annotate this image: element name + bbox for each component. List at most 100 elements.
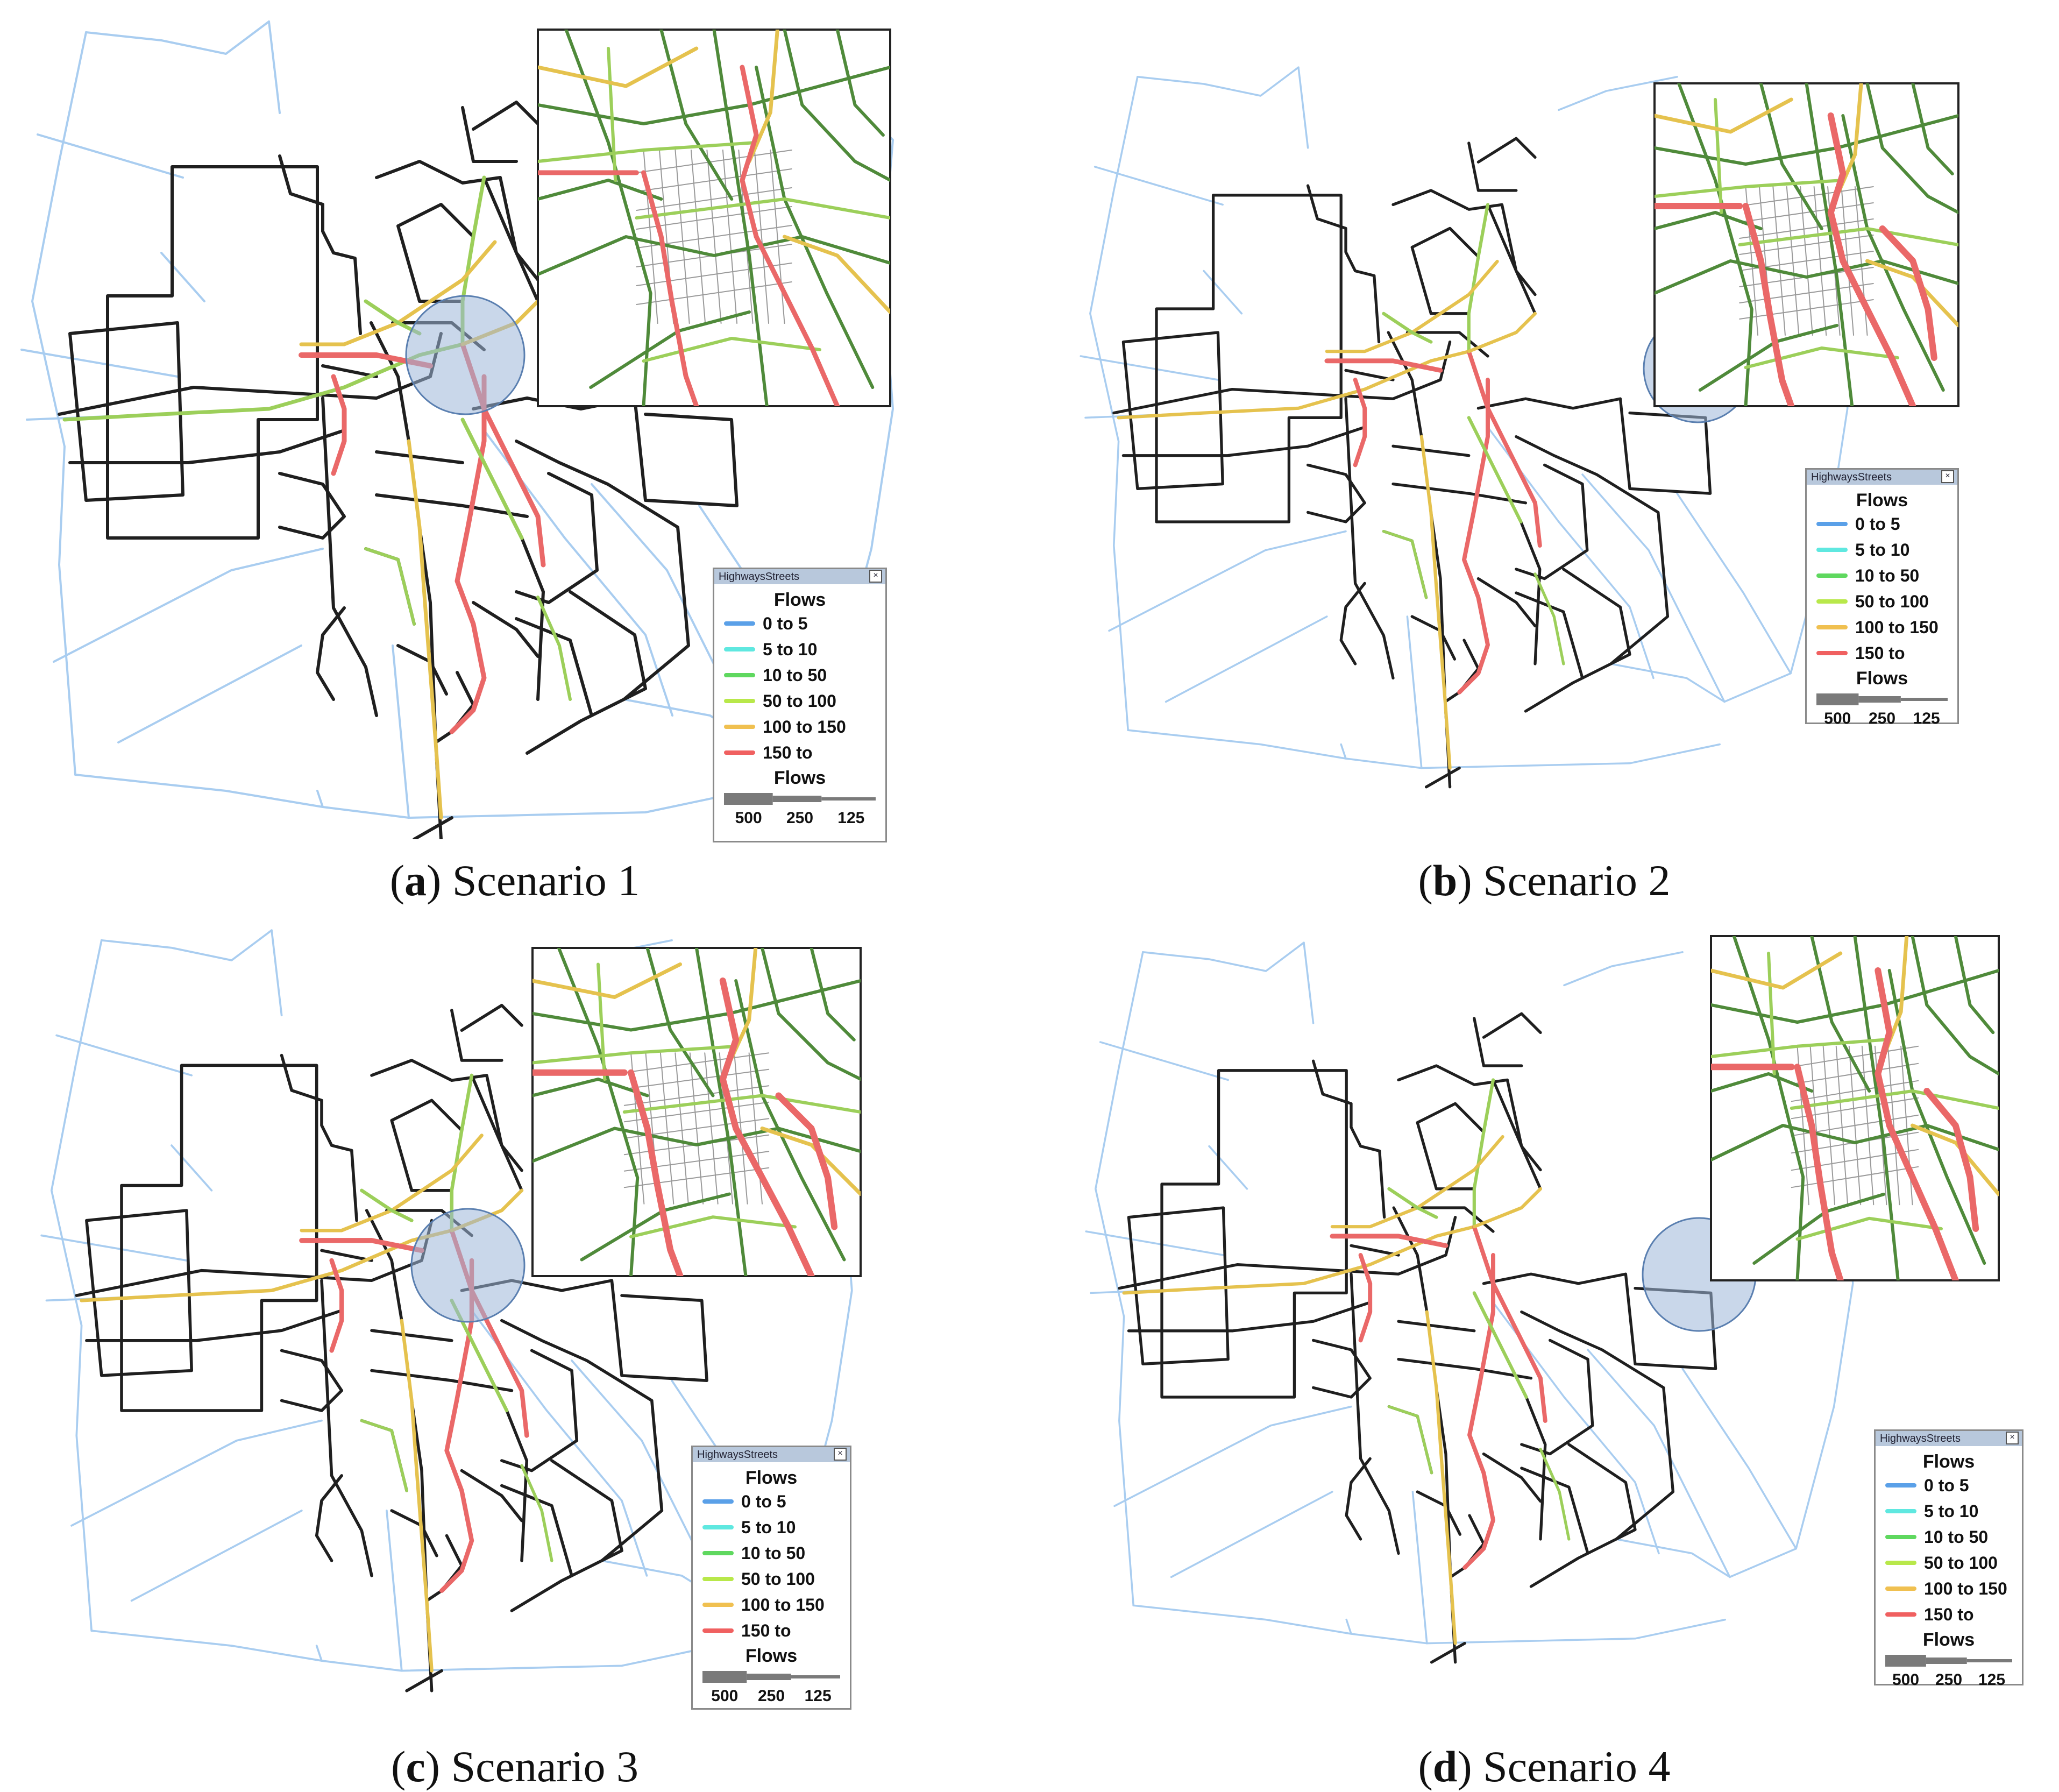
highway-link [70, 1419, 323, 1527]
street-link [472, 101, 539, 131]
flow-route [1330, 1234, 1449, 1248]
highway-link [1345, 1618, 1352, 1635]
flow-route [1358, 1253, 1373, 1343]
grid-street [636, 263, 792, 286]
legend-label: 5 to 10 [741, 1517, 796, 1537]
legend-item: 50 to 100 [693, 1566, 850, 1592]
inset-flow [1655, 97, 1793, 134]
close-icon[interactable]: × [2006, 1432, 2019, 1444]
street-link [370, 1329, 453, 1342]
flow-route [1382, 311, 1433, 344]
grid-street [1739, 283, 1874, 303]
legend-titlebar[interactable]: HighwaysStreets × [693, 1447, 850, 1462]
flow-legend: HighwaysStreets × Flows 0 to 5 5 to 10 1… [691, 1446, 851, 1710]
legend-size-value: 250 [786, 809, 814, 827]
inset-arterial [538, 235, 890, 276]
highway-link [271, 929, 283, 1017]
legend-swatch [724, 725, 755, 729]
legend-swatch [724, 621, 755, 626]
street-link [68, 321, 184, 502]
legend-swatch [724, 699, 755, 703]
highway-link [1099, 1041, 1229, 1081]
highway-link [1170, 1491, 1333, 1578]
legend-size-value: 500 [735, 809, 762, 827]
street-link [482, 176, 539, 303]
flow-route [329, 1258, 344, 1353]
panel-caption: (c) Scenario 3 [391, 1742, 638, 1791]
flow-route [1472, 1224, 1547, 1423]
panel-title: Scenario 3 [451, 1742, 638, 1791]
legend-item: 100 to 150 [1807, 614, 1957, 640]
highway-link [268, 20, 281, 114]
street-link [1306, 463, 1366, 523]
street-link [500, 1484, 573, 1577]
legend-size-values: 500 250 125 [693, 1687, 850, 1705]
inset-arterial [783, 30, 890, 182]
focus-area-circle [410, 1208, 526, 1323]
street-link [1155, 194, 1343, 523]
legend-label: 50 to 100 [763, 691, 836, 711]
street-link [364, 547, 416, 626]
street-link [1387, 331, 1452, 789]
inset-flow-heavy [1742, 203, 1795, 406]
street-link [1520, 1310, 1675, 1541]
inset-zoom-map [1655, 83, 1958, 406]
close-icon[interactable]: × [869, 570, 882, 583]
inset-zoom-map [532, 948, 861, 1276]
highway-link [20, 349, 179, 378]
inset-arterial [1853, 936, 1900, 1280]
highway-link [160, 252, 205, 302]
legend-size-scale [1885, 1655, 2012, 1667]
inset-flow [642, 337, 821, 363]
legend-item: 50 to 100 [1876, 1550, 2022, 1576]
street-link [1515, 435, 1670, 665]
close-icon[interactable]: × [834, 1448, 847, 1461]
street-link [461, 106, 518, 163]
street-link [1391, 482, 1528, 505]
legend-titlebar[interactable]: HighwaysStreets × [1807, 470, 1957, 485]
legend-label: 100 to 150 [741, 1595, 825, 1614]
flow-route [360, 1419, 408, 1492]
inset-flow [1744, 346, 1899, 369]
close-icon[interactable]: × [1941, 470, 1954, 483]
flow-route [460, 417, 524, 540]
street-link [1350, 1244, 1400, 1257]
inset-flow-heavy [1923, 1088, 1979, 1232]
legend-window-title: HighwaysStreets [1811, 471, 1892, 483]
inset-arterial [761, 948, 861, 1081]
inset-flow [1711, 951, 1843, 990]
street-link [1476, 137, 1537, 164]
inset-flow [635, 197, 890, 219]
inset-flow [532, 962, 682, 999]
legend-label: 10 to 50 [741, 1543, 806, 1563]
inset-arterial [1655, 259, 1958, 295]
street-link [1391, 444, 1471, 457]
panel-caption: (a) Scenario 1 [389, 856, 640, 905]
highway-link [400, 1645, 718, 1672]
legend-titlebar[interactable]: HighwaysStreets × [1876, 1431, 2022, 1446]
legend-titlebar[interactable]: HighwaysStreets × [714, 569, 885, 584]
inset-arterial [1655, 114, 1958, 166]
flow-route [400, 1319, 434, 1673]
street-link [280, 1053, 358, 1222]
legend-item: 5 to 10 [1876, 1498, 2022, 1524]
street-link [1410, 226, 1480, 315]
highway-link [1089, 76, 1139, 731]
legend-size-heading: Flows [773, 768, 826, 788]
street-link [1121, 426, 1366, 457]
legend-item: 10 to 50 [1876, 1524, 2022, 1550]
highway-link [1587, 1349, 1731, 1578]
street-link [1529, 1443, 1637, 1588]
street-link [515, 440, 690, 701]
inset-arterial [532, 1127, 861, 1163]
flow-route [1353, 378, 1367, 468]
legend-item: 10 to 50 [693, 1540, 850, 1566]
inset-flow-heavy [1827, 112, 1916, 406]
legend-size-value: 250 [757, 1687, 785, 1705]
street-link [1467, 416, 1542, 665]
street-link [1311, 1059, 1386, 1219]
inset-arterial [538, 179, 663, 201]
flow-route [1533, 572, 1565, 665]
highway-link [1297, 66, 1309, 149]
grid-street [1739, 235, 1874, 255]
